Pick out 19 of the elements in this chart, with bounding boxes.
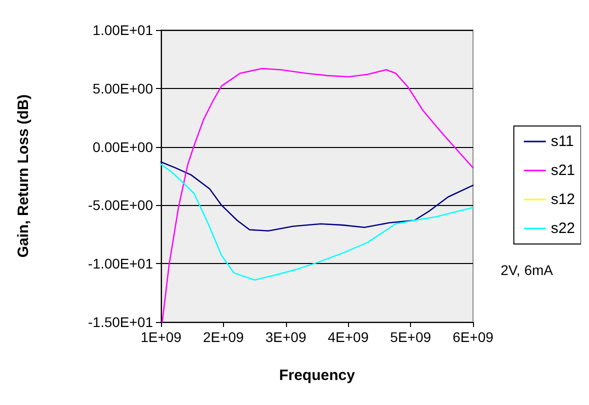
x-tick-label: 6E+09: [452, 329, 494, 345]
x-axis-title: Frequency: [279, 367, 356, 384]
legend-label: s21: [550, 162, 576, 179]
legend-label: s12: [550, 191, 576, 208]
y-tick-label: -5.00E+00: [88, 197, 154, 214]
y-tick-label: -1.00E+01: [88, 256, 154, 272]
x-tick-label: 4E+09: [328, 329, 369, 345]
legend-label: s22: [550, 220, 576, 237]
y-tick-label: 5.00E+00: [92, 80, 154, 96]
legend-label: s11: [550, 133, 574, 150]
x-tick-label: 5E+09: [390, 329, 432, 345]
x-tick-label: 3E+09: [265, 329, 306, 345]
y-axis-title: Gain, Return Loss (dB): [15, 94, 32, 258]
text: 2V, 6mA: [500, 262, 554, 278]
y-tick-label: 0.00E+00: [92, 138, 154, 155]
y-tick-label: 1.00E+01: [92, 22, 154, 38]
x-tick-label: 2E+09: [202, 329, 244, 345]
x-tick-label: 1E+09: [140, 329, 182, 345]
y-tick-label: -1.50E+01: [88, 314, 154, 330]
